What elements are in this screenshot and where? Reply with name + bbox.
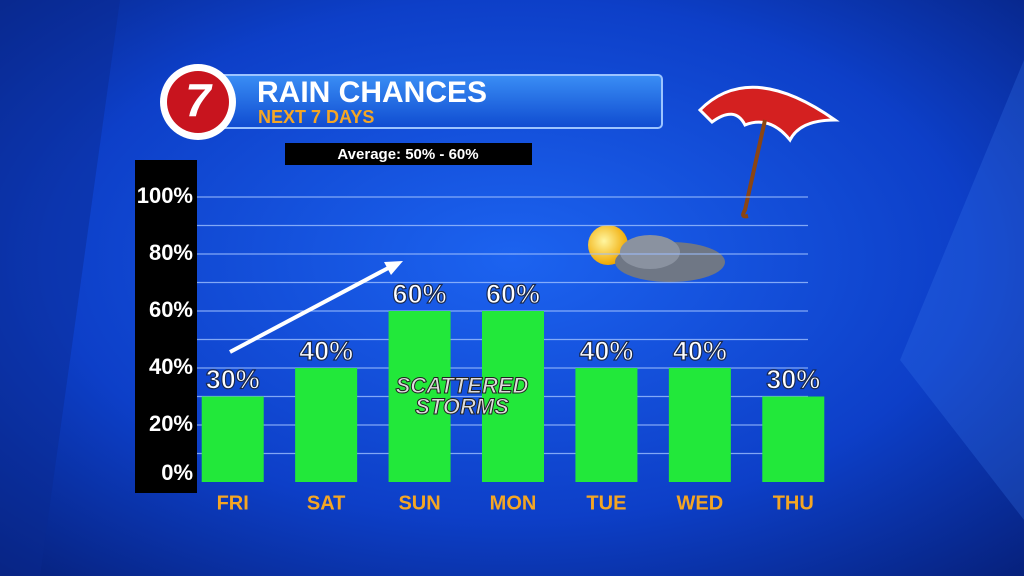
annotation: STORMS <box>415 394 509 419</box>
logo <box>167 71 229 133</box>
weather-icon <box>588 225 725 282</box>
bar <box>575 368 638 482</box>
annotation-box <box>285 143 532 165</box>
x-tick-label: TUE <box>586 492 626 514</box>
bar <box>201 396 264 482</box>
value-label: 60% <box>486 279 540 309</box>
x-tick-label: SAT <box>307 492 346 514</box>
value-label: 40% <box>579 336 633 366</box>
annotation: Average: 50% - 60% <box>337 146 478 163</box>
value-label: 40% <box>299 336 353 366</box>
logo-text: 7 <box>185 74 213 126</box>
x-tick-label: SUN <box>398 492 440 514</box>
bar <box>482 311 544 482</box>
axis-panel <box>135 160 197 493</box>
y-tick-label: 80% <box>149 240 193 265</box>
value-label: 30% <box>206 365 260 395</box>
x-tick-label: MON <box>490 492 537 514</box>
y-tick-label: 20% <box>149 411 193 436</box>
x-tick-label: FRI <box>217 492 249 514</box>
value-label: 40% <box>673 336 727 366</box>
bar <box>388 311 451 482</box>
umbrella-icon <box>697 85 840 219</box>
x-tick-label: WED <box>677 492 724 514</box>
y-tick-label: 0% <box>161 460 193 485</box>
trend-arrow <box>229 264 393 354</box>
y-tick-label: 60% <box>149 297 193 322</box>
bar <box>762 396 825 482</box>
chart-subtitle: NEXT 7 DAYS <box>258 107 374 127</box>
annotation: SCATTERED <box>396 373 529 398</box>
value-label: 30% <box>766 365 820 395</box>
y-tick-label: 40% <box>149 354 193 379</box>
y-tick-label: 100% <box>137 183 193 208</box>
chart-title: RAIN CHANCES <box>257 76 487 109</box>
x-tick-label: THU <box>773 492 814 514</box>
bar <box>668 368 731 482</box>
value-label: 60% <box>393 279 447 309</box>
trend-arrowhead <box>384 261 403 275</box>
decor <box>0 0 120 576</box>
decor <box>900 60 1024 520</box>
bar <box>295 368 358 482</box>
